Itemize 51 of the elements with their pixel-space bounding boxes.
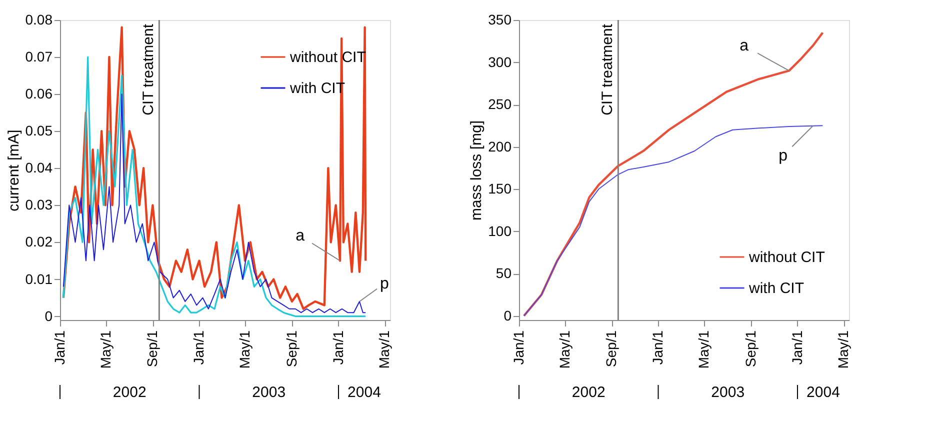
y-tick-label: 0.03 <box>25 196 53 213</box>
text: 2004 <box>348 384 381 401</box>
annotation: a <box>740 38 749 55</box>
y-tick-label: 0.02 <box>25 234 53 250</box>
y-tick-label: 100 <box>488 222 512 239</box>
ref-line-label: CIT treatment <box>140 23 158 116</box>
x-tick-label: Sep/1 <box>283 330 300 368</box>
x-tick-label: Jan/1 <box>330 330 346 365</box>
x-tick-label: Jan/1 <box>52 330 68 365</box>
x-tick-label: May/1 <box>556 330 572 369</box>
x-tick-label: Sep/1 <box>144 330 160 368</box>
ref-line-label: CIT treatment <box>599 23 616 116</box>
x-tick-label: May/1 <box>376 330 392 369</box>
y-tick-label: 0.08 <box>25 12 53 28</box>
x-tick-label: May/1 <box>97 330 114 369</box>
x-tick-label: May/1 <box>835 330 852 369</box>
annotation: p <box>778 148 788 165</box>
y-tick-label: 50 <box>496 265 512 282</box>
x-tick-label: Jan/1 <box>788 330 805 365</box>
y-tick-label: 350 <box>488 12 512 28</box>
annotation: a <box>296 228 305 245</box>
line-series <box>62 94 366 314</box>
text: 2003 <box>252 384 286 401</box>
y-axis-title: mass loss [mg] <box>468 120 486 221</box>
y-tick-label: 0.05 <box>25 122 53 139</box>
y-tick-label: 0.01 <box>25 270 53 287</box>
x-tick-label: May/1 <box>236 330 253 369</box>
x-tick-label: Jan/1 <box>190 330 207 365</box>
x-tick-label: Sep/1 <box>742 330 758 368</box>
y-tick-label: 250 <box>488 96 512 112</box>
x-tick-label: Jan/1 <box>510 330 526 365</box>
y-tick-label: 0.07 <box>25 48 53 65</box>
legend-label: without CIT <box>748 249 825 266</box>
y-tick-label: 0.04 <box>25 160 53 176</box>
y-tick-label: 0 <box>44 308 53 324</box>
y-tick-label: 150 <box>488 180 512 197</box>
y-tick-label: 0.06 <box>25 86 53 102</box>
x-tick-label: Jan/1 <box>650 330 666 365</box>
annotation: p <box>380 275 390 292</box>
text: 2002 <box>572 384 606 401</box>
text: 2004 <box>806 384 840 401</box>
y-tick-label: 300 <box>488 54 512 70</box>
x-tick-label: Sep/1 <box>603 330 620 368</box>
legend-label: with CIT <box>748 280 804 297</box>
text: 2003 <box>711 384 745 401</box>
x-tick-label: May/1 <box>696 330 712 369</box>
y-tick-label: 200 <box>488 138 512 154</box>
line-series <box>523 125 824 316</box>
y-axis-title: current [mA] <box>5 130 22 212</box>
y-tick-label: 0 <box>504 307 512 324</box>
text: 2002 <box>112 384 146 401</box>
